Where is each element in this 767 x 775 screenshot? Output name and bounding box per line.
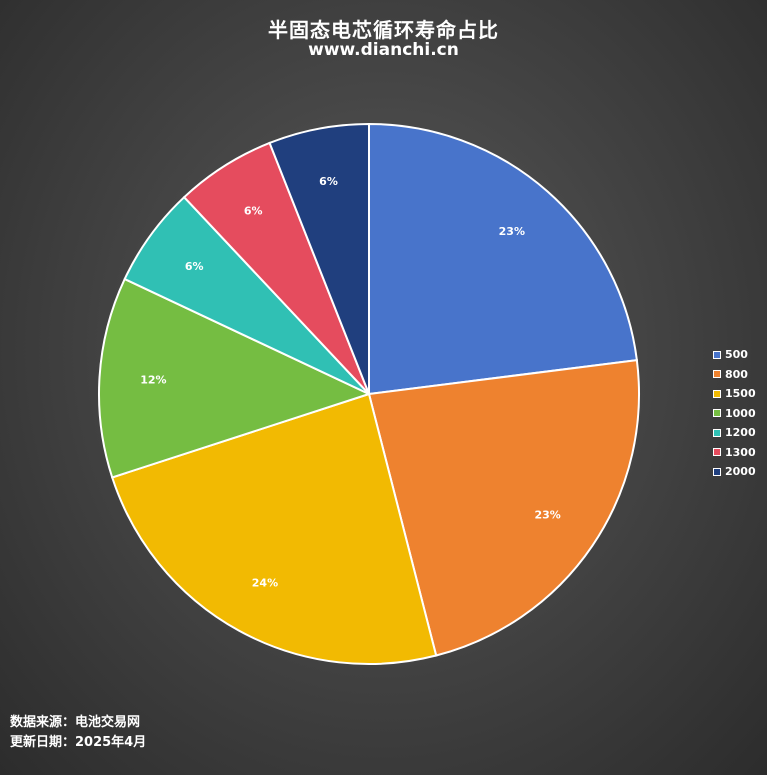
data-source-note: 数据来源：电池交易网 xyxy=(10,715,141,730)
legend-item-1000: 1000 xyxy=(713,404,756,424)
chart-title: 半固态电芯循环寿命占比 xyxy=(268,18,499,42)
chart-legend: 500 800 1500 1000 1200 1300 2000 xyxy=(713,345,756,482)
legend-swatch xyxy=(713,467,721,476)
data-label-1200: 6% xyxy=(185,260,204,273)
pie-slice-800 xyxy=(367,359,640,657)
legend-swatch xyxy=(713,350,721,359)
update-date-note: 更新日期：2025年4月 xyxy=(10,735,147,750)
legend-item-500: 500 xyxy=(713,345,756,365)
legend-item-2000: 2000 xyxy=(713,462,756,482)
legend-item-800: 800 xyxy=(713,365,756,385)
legend-swatch xyxy=(713,389,721,398)
data-label-1300: 6% xyxy=(244,205,263,218)
legend-label: 2000 xyxy=(725,465,756,479)
legend-label: 1300 xyxy=(725,445,756,459)
legend-label: 500 xyxy=(725,348,748,362)
data-label-2000: 6% xyxy=(319,175,338,188)
legend-item-1500: 1500 xyxy=(713,384,756,404)
data-label-500: 23% xyxy=(499,225,525,238)
legend-swatch xyxy=(713,448,721,457)
legend-item-1200: 1200 xyxy=(713,423,756,443)
pie-slice-1000 xyxy=(98,277,372,479)
legend-swatch xyxy=(713,370,721,379)
legend-label: 800 xyxy=(725,367,748,381)
legend-label: 1500 xyxy=(725,387,756,401)
pie-slice-2000 xyxy=(268,122,370,395)
pie-slice-1500 xyxy=(110,392,438,665)
legend-swatch xyxy=(713,409,721,418)
chart-subtitle: www.dianchi.cn xyxy=(308,40,459,60)
legend-swatch xyxy=(713,428,721,437)
pie-slice-500 xyxy=(368,122,638,396)
legend-label: 1000 xyxy=(725,406,756,420)
data-label-800: 23% xyxy=(534,508,560,521)
data-label-1000: 12% xyxy=(140,373,166,386)
data-label-1500: 24% xyxy=(252,576,278,589)
legend-label: 1200 xyxy=(725,426,756,440)
legend-item-1300: 1300 xyxy=(713,443,756,463)
